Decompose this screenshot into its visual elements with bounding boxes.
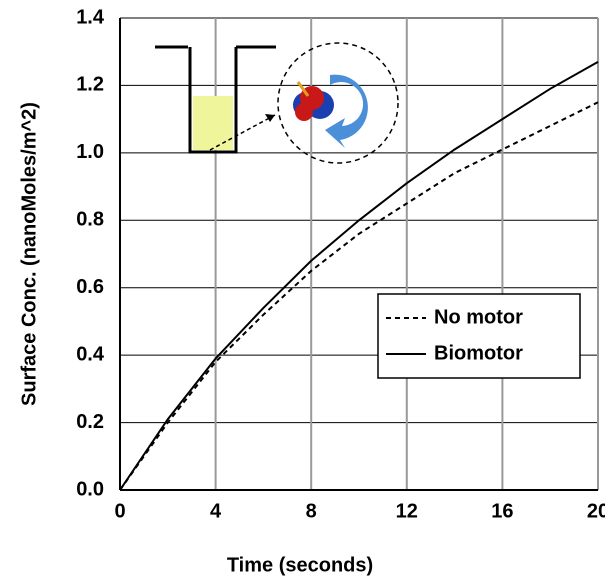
y-tick-label: 1.2: [76, 74, 104, 96]
y-axis-label: Surface Conc. (nanoMoles/m^2): [18, 102, 40, 406]
x-tick-label: 20: [587, 500, 605, 522]
series-line: [119, 60, 599, 491]
y-tick-label: 0.8: [76, 209, 104, 231]
y-tick-label: 1.0: [76, 141, 104, 163]
y-tick-label: 0.2: [76, 411, 104, 433]
x-tick-label: 12: [396, 500, 418, 522]
series-line: [119, 101, 599, 491]
legend-box: [377, 293, 581, 379]
x-tick-label: 16: [491, 500, 513, 522]
y-tick-label: 0.0: [76, 478, 104, 500]
y-tick-label: 1.4: [76, 6, 105, 28]
x-tick-label: 4: [210, 500, 222, 522]
legend-label: Biomotor: [434, 342, 523, 364]
legend-label: No motor: [434, 306, 523, 328]
x-tick-label: 0: [114, 500, 125, 522]
inset-illustration: [155, 42, 399, 164]
y-tick-label: 0.6: [76, 276, 104, 298]
y-tick-label: 0.4: [76, 343, 105, 365]
x-tick-label: 8: [306, 500, 317, 522]
x-axis-label: Time (seconds): [227, 554, 373, 576]
